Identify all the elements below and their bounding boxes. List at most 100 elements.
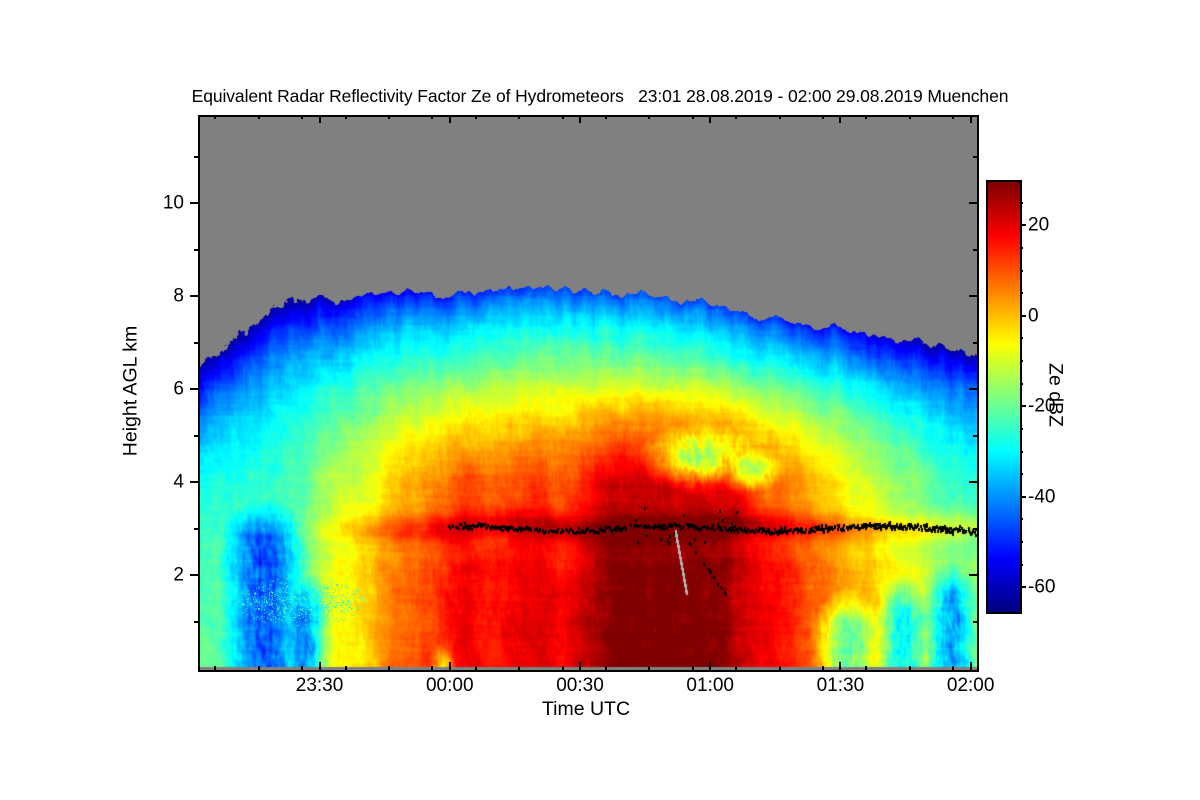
colorbar-tick-label: 0	[1028, 305, 1039, 327]
x-tick-minor	[822, 666, 825, 670]
y-tick-minor-right	[973, 341, 977, 344]
colorbar-tick-minor	[1020, 541, 1023, 544]
x-tick-minor-top	[605, 115, 608, 119]
colorbar-tick-minor	[1020, 518, 1023, 521]
colorbar-tick	[1020, 405, 1026, 408]
x-tick-top	[969, 115, 972, 123]
x-tick-minor-top	[648, 115, 651, 119]
chart-title: Equivalent Radar Reflectivity Factor Ze …	[191, 86, 1009, 106]
colorbar-tick-minor	[1020, 246, 1023, 249]
colorbar-tick-minor	[1020, 201, 1023, 204]
x-tick-minor	[605, 666, 608, 670]
x-tick-minor	[344, 666, 347, 670]
x-tick-minor	[908, 666, 911, 670]
colorbar-tick-label: -20	[1028, 395, 1056, 417]
colorbar-tick-label: -40	[1028, 486, 1056, 508]
y-tick	[190, 388, 198, 391]
colorbar-tick	[1020, 314, 1026, 317]
x-tick-minor-top	[257, 115, 260, 119]
x-tick	[578, 662, 581, 670]
y-tick-minor	[194, 155, 198, 158]
x-tick-label: 00:00	[425, 675, 474, 696]
y-tick-right	[969, 202, 977, 205]
x-tick-minor	[431, 666, 434, 670]
y-tick-right	[969, 481, 977, 484]
colorbar-tick-minor	[1020, 382, 1023, 385]
y-tick-right	[969, 388, 977, 391]
colorbar-tick-minor	[1020, 337, 1023, 340]
y-tick	[190, 574, 198, 577]
x-tick-minor-top	[561, 115, 564, 119]
colorbar	[986, 180, 1022, 614]
x-tick-minor-top	[908, 115, 911, 119]
x-tick	[969, 662, 972, 670]
y-tick-minor	[194, 248, 198, 251]
y-tick-label: 4	[173, 471, 184, 493]
y-tick-minor-right	[973, 155, 977, 158]
x-tick-minor	[474, 666, 477, 670]
x-tick-label: 02:00	[946, 675, 995, 696]
x-tick-minor-top	[301, 115, 304, 119]
x-tick-minor-top	[431, 115, 434, 119]
colorbar-tick-minor	[1020, 269, 1023, 272]
x-tick-label: 01:00	[686, 675, 734, 696]
y-tick-minor	[194, 434, 198, 437]
y-tick-minor	[194, 341, 198, 344]
colorbar-title: Ze dBZ	[1044, 363, 1067, 427]
x-tick-top	[318, 115, 321, 123]
y-tick-right	[969, 295, 977, 298]
colorbar-tick	[1020, 495, 1026, 498]
x-tick-minor-top	[344, 115, 347, 119]
y-tick	[190, 481, 198, 484]
colorbar-tick-label: 20	[1028, 214, 1050, 236]
colorbar-gradient	[988, 182, 1020, 612]
colorbar-tick-minor	[1020, 427, 1023, 430]
x-tick-minor	[691, 666, 694, 670]
x-tick-minor-top	[387, 115, 390, 119]
y-tick-minor-right	[973, 527, 977, 530]
y-tick-minor	[194, 527, 198, 530]
colorbar-tick	[1020, 224, 1026, 227]
y-tick-minor-right	[973, 248, 977, 251]
x-tick-label: 23:30	[295, 675, 344, 696]
x-tick-label: 01:30	[816, 675, 865, 696]
x-tick-minor-top	[214, 115, 217, 119]
x-tick-label: 00:30	[556, 675, 604, 696]
x-tick-minor	[648, 666, 651, 670]
x-tick	[709, 662, 712, 670]
y-tick	[190, 295, 198, 298]
x-tick-minor	[257, 666, 260, 670]
y-tick	[190, 202, 198, 205]
x-tick-minor	[735, 666, 738, 670]
y-tick-minor-right	[973, 434, 977, 437]
y-tick-label: 6	[173, 378, 184, 400]
x-tick-minor-top	[518, 115, 521, 119]
colorbar-tick-minor	[1020, 292, 1023, 295]
x-tick-top	[839, 115, 842, 123]
y-tick-label: 10	[162, 192, 184, 214]
y-axis-title: Height AGL km	[119, 325, 142, 457]
x-tick-minor-top	[822, 115, 825, 119]
colorbar-tick	[1020, 586, 1026, 589]
x-tick-top	[709, 115, 712, 123]
colorbar-tick-minor	[1020, 563, 1023, 566]
x-tick-minor	[518, 666, 521, 670]
x-tick-minor-top	[474, 115, 477, 119]
x-tick-minor-top	[735, 115, 738, 119]
x-tick-minor	[387, 666, 390, 670]
x-tick	[839, 662, 842, 670]
y-tick-label: 2	[173, 564, 184, 586]
colorbar-tick-minor	[1020, 473, 1023, 476]
x-tick-minor	[865, 666, 868, 670]
heatmap-canvas	[200, 117, 977, 670]
x-tick	[318, 662, 321, 670]
x-axis-title: Time UTC	[541, 698, 631, 720]
y-tick-minor-right	[973, 620, 977, 623]
colorbar-tick-minor	[1020, 450, 1023, 453]
x-tick-minor	[301, 666, 304, 670]
x-tick-minor	[778, 666, 781, 670]
x-tick-minor-top	[952, 115, 955, 119]
x-tick-minor-top	[691, 115, 694, 119]
y-tick-right	[969, 574, 977, 577]
